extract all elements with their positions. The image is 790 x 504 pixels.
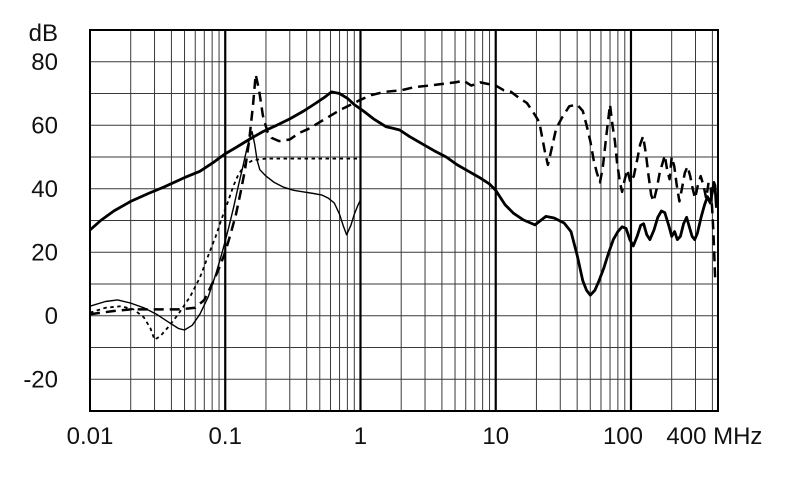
y-tick-label: 20 bbox=[31, 239, 58, 266]
y-tick-label: 80 bbox=[31, 49, 58, 76]
curve-thick-solid-curve bbox=[89, 90, 718, 297]
y-tick-label: 40 bbox=[31, 176, 58, 203]
x-tick-label: 0.01 bbox=[67, 423, 114, 450]
x-tick-label: 1 bbox=[354, 423, 367, 450]
y-tick-label: 60 bbox=[31, 112, 58, 139]
x-tick-label: 400 MHz bbox=[666, 423, 762, 450]
y-tick-label: -20 bbox=[23, 366, 58, 393]
plot-frame bbox=[89, 29, 719, 412]
x-tick-label: 100 bbox=[603, 423, 643, 450]
curve-long-dash-curve bbox=[89, 73, 717, 316]
x-tick-label: 0.1 bbox=[209, 423, 242, 450]
y-tick-label: 0 bbox=[45, 303, 58, 330]
curve-short-dash-curve bbox=[89, 157, 361, 341]
y-axis-unit-label: dB bbox=[29, 20, 58, 47]
x-tick-label: 10 bbox=[482, 423, 509, 450]
